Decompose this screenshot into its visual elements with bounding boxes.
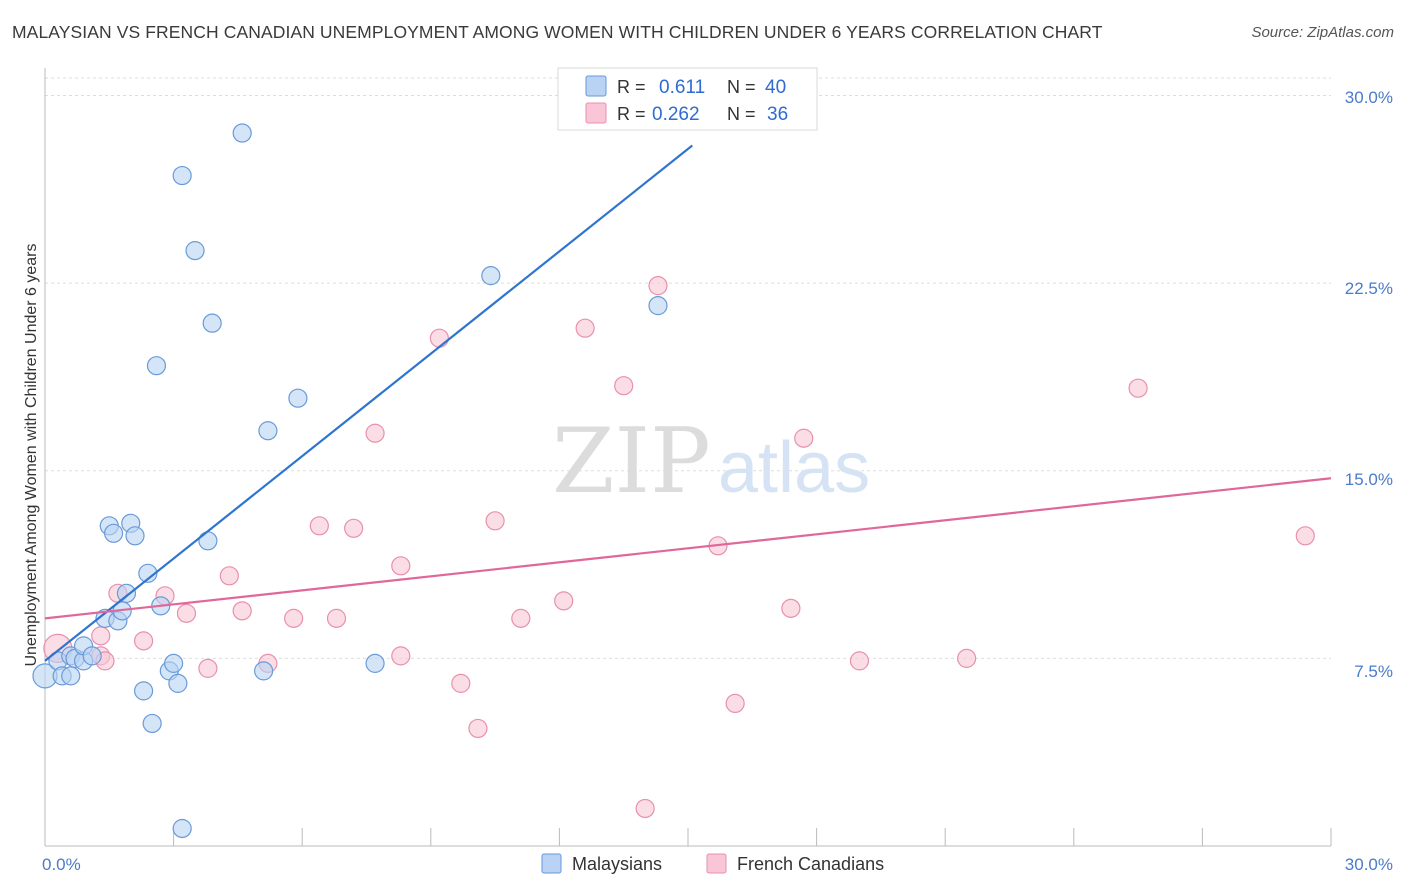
malaysian-point-29	[202, 313, 222, 333]
french-canadian-point-18	[391, 646, 411, 666]
french-canadian-point-15	[344, 518, 364, 538]
french-canadian-point-28	[648, 276, 668, 296]
series-legend-label-french-canadians: French Canadians	[737, 854, 884, 874]
french-canadian-point-31	[781, 598, 801, 618]
series-legend-label-malaysians: Malaysians	[572, 854, 662, 874]
series-legend-swatch-malaysians	[541, 853, 562, 874]
malaysian-point-33	[288, 388, 308, 408]
french-canadian-point-9	[219, 566, 239, 586]
x-tick-label-end: 30.0%	[1345, 855, 1393, 874]
malaysian-point-16	[125, 526, 145, 546]
french-canadian-point-27	[635, 798, 655, 819]
french-canadian-point-3	[91, 626, 111, 646]
french-canadian-point-22	[485, 511, 505, 531]
y-axis-label: Unemployment Among Women with Children U…	[23, 243, 40, 666]
french-canadian-point-24	[554, 591, 574, 611]
chart-title: MALAYSIAN VS FRENCH CANADIAN UNEMPLOYMEN…	[12, 22, 1103, 42]
malaysian-point-28	[198, 531, 218, 551]
malaysian-point-8	[82, 646, 102, 666]
french-canadian-point-36	[1295, 526, 1315, 546]
french-canadian-point-14	[326, 608, 347, 628]
french-canadian-point-26	[614, 376, 634, 396]
legend-n-value-2: 36	[767, 104, 788, 125]
legend-n-value-1: 40	[765, 77, 786, 98]
french-canadian-point-13	[309, 516, 329, 536]
malaysian-point-14	[116, 583, 137, 603]
french-canadian-point-25	[575, 318, 595, 338]
points-layer	[32, 123, 1315, 839]
malaysian-point-18	[138, 563, 158, 583]
malaysian-point-24	[168, 673, 188, 693]
x-tick-label-start: 0.0%	[42, 855, 81, 874]
malaysian-trend-line	[44, 144, 693, 662]
malaysian-point-36	[648, 296, 668, 316]
french-canadian-point-21	[468, 718, 488, 739]
malaysian-point-32	[258, 421, 278, 441]
malaysian-point-17	[133, 681, 154, 701]
french-canadian-point-7	[176, 603, 197, 623]
legend-r-label-1: R =	[617, 77, 646, 97]
legend-r-value-2: 0.262	[652, 104, 700, 125]
french-canadian-point-19	[429, 328, 449, 348]
grid-layer	[45, 77, 1331, 659]
legend-n-label-2: N =	[727, 104, 756, 124]
series-legend-swatch-french-canadians	[706, 853, 727, 874]
watermark-zip: ZIP	[552, 409, 711, 514]
malaysian-point-20	[146, 356, 167, 376]
y-tick-label-22-5: 22.5%	[1345, 279, 1393, 298]
watermark: ZIP atlas	[552, 409, 870, 514]
malaysian-point-26	[172, 165, 192, 186]
legend-swatch-malaysians	[585, 75, 607, 97]
french-canadian-point-35	[1128, 378, 1148, 398]
malaysian-point-27	[185, 241, 205, 261]
y-tick-label-30: 30.0%	[1345, 88, 1393, 107]
series-legend: Malaysians French Canadians	[541, 853, 884, 874]
french-canadian-point-30	[725, 693, 745, 714]
watermark-atlas: atlas	[718, 428, 870, 508]
french-canadian-point-32	[794, 428, 814, 448]
axes-layer	[44, 68, 1332, 847]
malaysian-point-19	[142, 713, 162, 734]
french-canadian-point-12	[284, 608, 304, 628]
french-canadian-point-5	[133, 631, 154, 651]
trend-layer	[44, 144, 1332, 662]
french-canadian-point-10	[232, 601, 252, 621]
malaysian-point-25	[172, 818, 192, 839]
french-canadian-point-20	[451, 673, 471, 693]
malaysian-point-34	[365, 653, 385, 673]
malaysian-point-35	[481, 266, 501, 286]
french-canadian-point-16	[365, 423, 385, 443]
french-canadian-point-8	[198, 658, 218, 678]
y-tick-label-7-5: 7.5%	[1354, 662, 1393, 681]
french-canadian-point-34	[957, 648, 977, 668]
malaysian-point-23	[164, 653, 184, 673]
legend-r-value-1: 0.611	[659, 77, 705, 98]
french-canadian-point-33	[849, 651, 870, 671]
legend-swatch-french-canadians	[585, 102, 607, 124]
french-canadian-point-17	[391, 556, 411, 576]
chart-source: Source: ZipAtlas.com	[1251, 24, 1394, 41]
y-tick-label-15: 15.0%	[1345, 470, 1393, 489]
malaysian-point-11	[103, 523, 124, 543]
legend-n-label-1: N =	[727, 77, 756, 97]
malaysian-point-31	[254, 661, 274, 681]
french-canadian-point-23	[511, 608, 531, 628]
malaysian-point-30	[232, 123, 252, 143]
legend-r-label-2: R =	[617, 104, 646, 124]
correlation-legend: R = 0.611 N = 40 R = 0.262 N = 36	[557, 67, 818, 131]
french-canadian-trend-line	[44, 477, 1332, 620]
malaysian-point-3	[61, 666, 81, 686]
